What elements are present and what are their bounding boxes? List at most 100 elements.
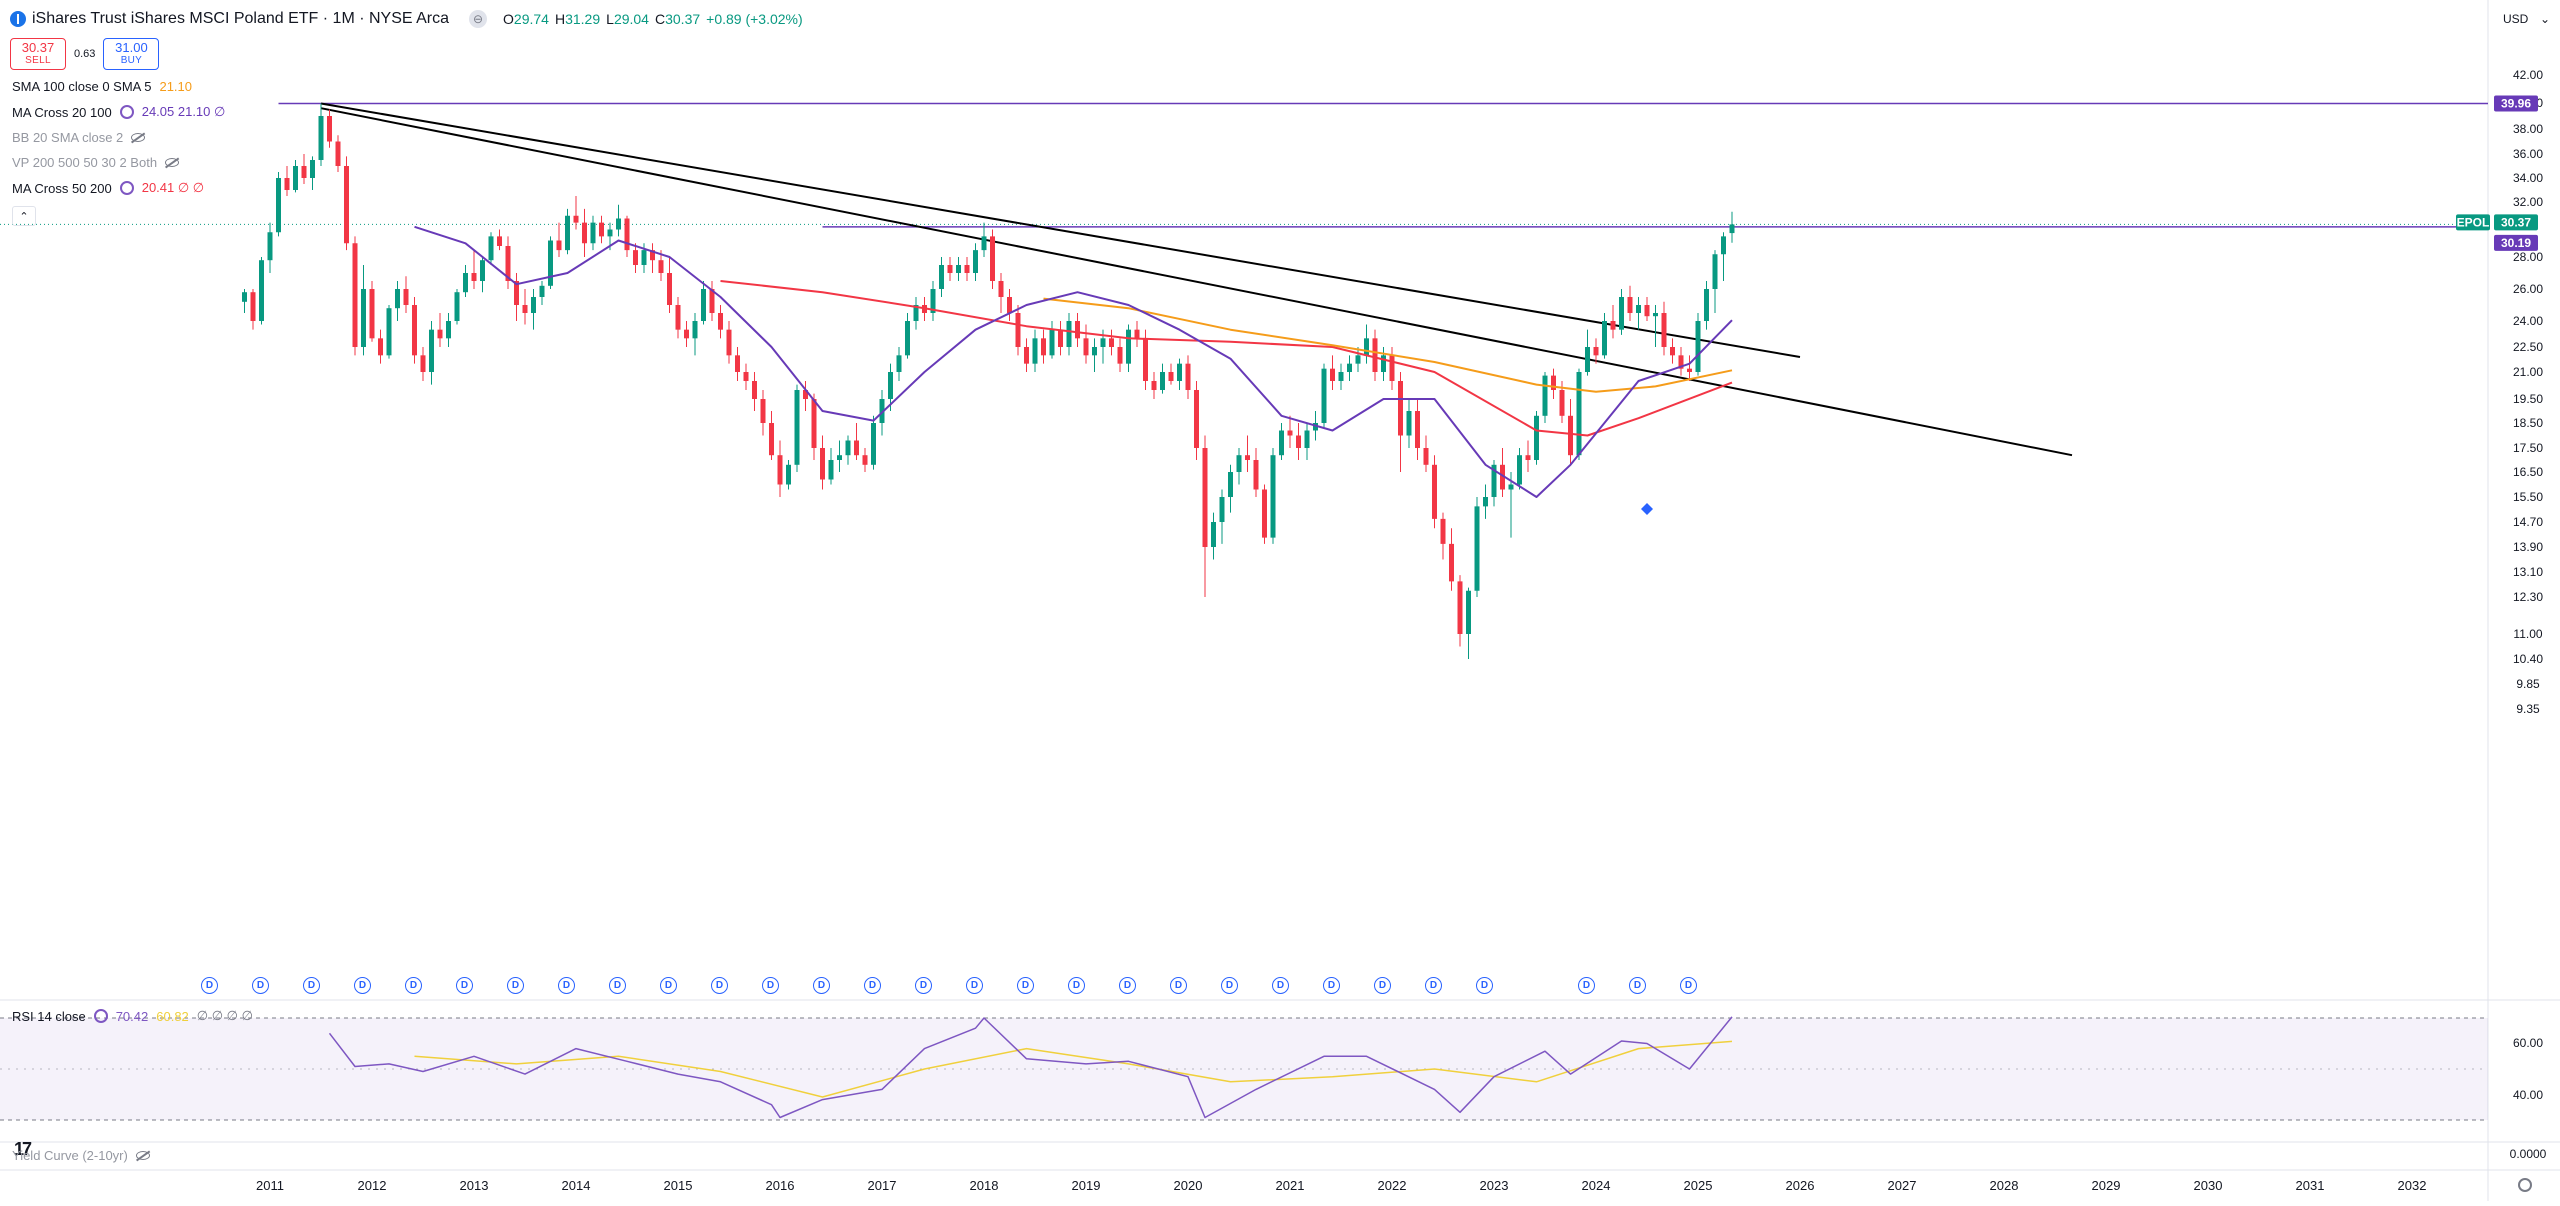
buy-button[interactable]: 31.00 BUY <box>103 38 160 70</box>
candle-body <box>1296 435 1301 448</box>
candle-body <box>1534 415 1539 460</box>
price-tick-label: 26.00 <box>2513 282 2543 296</box>
dividend-badge[interactable]: D <box>252 977 269 994</box>
candle-body <box>301 166 307 178</box>
candle-body <box>1491 464 1497 497</box>
dividend-badge[interactable]: D <box>405 977 422 994</box>
dividend-badge[interactable]: D <box>762 977 779 994</box>
dividend-badge[interactable]: D <box>201 977 218 994</box>
dividend-badge[interactable]: D <box>1578 977 1595 994</box>
candle-body <box>1015 313 1021 347</box>
price-tick-label: 10.40 <box>2513 652 2543 666</box>
candle-body <box>293 166 298 190</box>
time-tick-label: 2024 <box>1582 1178 1611 1193</box>
dividend-badge[interactable]: D <box>1476 977 1493 994</box>
dividend-badge[interactable]: D <box>1221 977 1238 994</box>
candle-body <box>582 222 587 244</box>
dividend-badge[interactable]: D <box>1068 977 1085 994</box>
candle-body <box>1576 372 1582 456</box>
collapse-legend-button[interactable]: ⌃ <box>12 206 36 226</box>
dividend-badge[interactable]: D <box>456 977 473 994</box>
candle-body <box>820 448 825 480</box>
legend-ma-cross-20-100[interactable]: MA Cross 20 100 24.05 21.10 ∅ <box>12 104 226 120</box>
candle-body <box>1245 455 1250 460</box>
candle-body <box>930 289 936 313</box>
dividend-badge[interactable]: D <box>1170 977 1187 994</box>
dividend-badge[interactable]: D <box>660 977 677 994</box>
dividend-badge[interactable]: D <box>303 977 320 994</box>
candle-body <box>1593 347 1599 356</box>
ohlc-change: +0.89 (+3.02%) <box>706 11 803 27</box>
symbol-title[interactable]: iShares Trust iShares MSCI Poland ETF · … <box>32 10 450 27</box>
rsi-tick-label: 60.00 <box>2513 1036 2543 1050</box>
dividend-badge[interactable]: D <box>864 977 881 994</box>
legend-bb[interactable]: BB 20 SMA close 2 <box>12 130 146 145</box>
dividend-badge[interactable]: D <box>1272 977 1289 994</box>
time-tick-label: 2011 <box>256 1178 284 1193</box>
dividend-badge[interactable]: D <box>1629 977 1646 994</box>
candle-body <box>752 381 757 399</box>
candle-body <box>1270 455 1276 538</box>
candle-body <box>1415 411 1420 448</box>
dividend-badge[interactable]: D <box>507 977 524 994</box>
tradingview-logo[interactable]: 17 <box>14 1139 32 1159</box>
sell-button[interactable]: 30.37 SELL <box>10 38 66 70</box>
time-tick-label: 2016 <box>766 1178 795 1193</box>
candle-body <box>1517 455 1522 485</box>
candle-body <box>531 297 536 313</box>
candle-body <box>412 305 417 356</box>
hidden-eye-icon[interactable] <box>165 158 180 167</box>
dividend-badge[interactable]: D <box>1017 977 1034 994</box>
dividend-badge[interactable]: D <box>354 977 371 994</box>
settings-icon[interactable] <box>119 181 134 195</box>
settings-icon[interactable] <box>119 105 134 119</box>
legend-rsi[interactable]: RSI 14 close 70.42 60.82 ∅ ∅ ∅ ∅ <box>12 1008 253 1024</box>
candle-body <box>1279 430 1284 456</box>
dividend-badge[interactable]: D <box>813 977 830 994</box>
chevron-down-icon[interactable]: ⌄ <box>2540 12 2551 26</box>
legend-sma100[interactable]: SMA 100 close 0 SMA 5 21.10 <box>12 79 193 94</box>
price-tick-label: 12.30 <box>2513 590 2543 604</box>
legend-yield-curve[interactable]: Yield Curve (2-10yr) <box>12 1148 150 1163</box>
candle-body <box>607 229 613 237</box>
hidden-eye-icon[interactable] <box>135 1151 150 1160</box>
candle-body <box>437 329 443 339</box>
chart-settings-icon[interactable] <box>2518 1178 2532 1192</box>
hidden-eye-icon[interactable] <box>131 133 146 142</box>
dividend-badge[interactable]: D <box>1374 977 1391 994</box>
price-tick-label: 36.00 <box>2513 147 2543 161</box>
candle-body <box>1678 355 1684 369</box>
candle-body <box>1670 347 1675 356</box>
candle-body <box>769 423 774 456</box>
dividend-badge[interactable]: D <box>915 977 932 994</box>
currency-selector[interactable]: USD <box>2503 12 2529 26</box>
candle-body <box>1644 305 1650 317</box>
dividend-badge[interactable]: D <box>1680 977 1697 994</box>
settings-icon[interactable] <box>93 1009 108 1023</box>
ohlc-open: O29.74 <box>503 11 549 27</box>
collapse-icon[interactable]: ⊖ <box>469 10 488 28</box>
candle-body <box>386 308 392 356</box>
dividend-badge[interactable]: D <box>966 977 983 994</box>
dividend-badge[interactable]: D <box>1425 977 1442 994</box>
price-tick-label: 17.50 <box>2513 441 2543 455</box>
ma-cross-marker <box>1641 503 1653 515</box>
legend-ma-cross-50-200[interactable]: MA Cross 50 200 20.41 ∅ ∅ <box>12 180 205 196</box>
candle-body <box>454 292 460 321</box>
dividend-badge[interactable]: D <box>609 977 626 994</box>
legend-vp[interactable]: VP 200 500 50 30 2 Both <box>12 155 180 170</box>
dividend-badge[interactable]: D <box>711 977 728 994</box>
candle-body <box>973 250 978 273</box>
time-tick-label: 2012 <box>358 1178 387 1193</box>
dividend-badge[interactable]: D <box>1323 977 1340 994</box>
candle-body <box>854 440 859 456</box>
candle-body <box>1117 347 1123 364</box>
candle-body <box>565 215 570 251</box>
dividend-badge[interactable]: D <box>558 977 575 994</box>
dividend-badge[interactable]: D <box>1119 977 1136 994</box>
candle-body <box>361 289 366 347</box>
time-tick-label: 2032 <box>2398 1178 2427 1193</box>
candle-body <box>539 285 545 297</box>
